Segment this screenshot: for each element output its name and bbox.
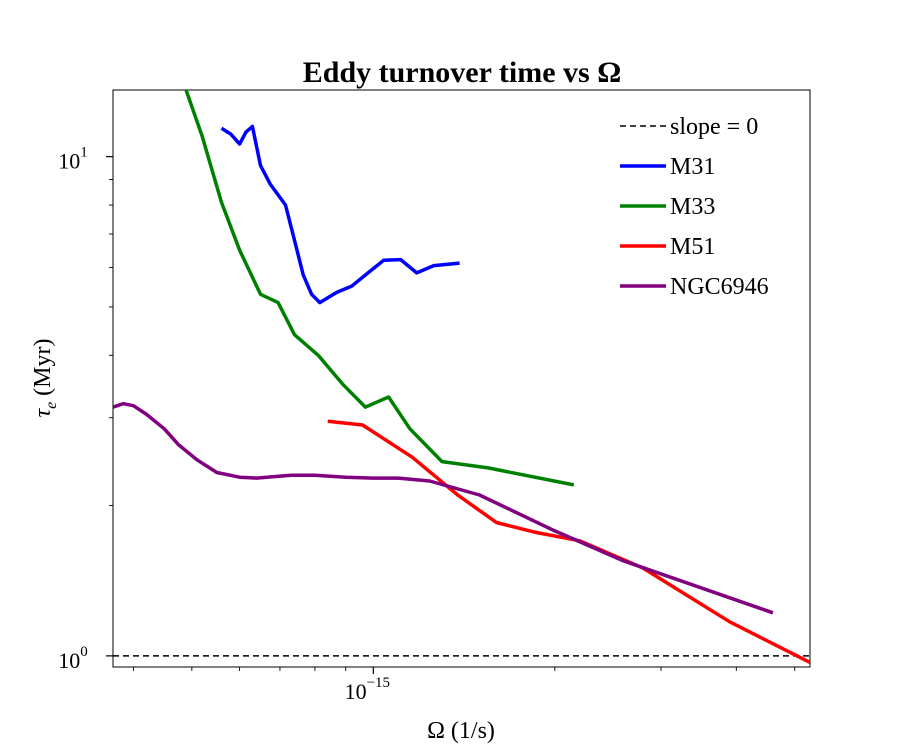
series-line-ngc6946 (113, 401, 774, 615)
legend-label-slope-0: slope = 0 (670, 114, 758, 140)
y-tick-label: 100 (58, 644, 88, 673)
legend-label-m33: M33 (670, 194, 715, 220)
x-axis-ticks: 10−15 (132, 667, 796, 704)
series-line-m33 (184, 90, 575, 487)
y-axis-label-subscript: e (43, 402, 60, 409)
legend-label-ngc6946: NGC6946 (670, 274, 769, 300)
legend-label-m51: M51 (670, 234, 715, 260)
y-axis-ticks: 100 101 (58, 145, 113, 673)
series-line-m51 (327, 419, 810, 665)
x-axis-label: Ω (1/s) (427, 718, 495, 744)
x-tick-label: 10−15 (345, 675, 390, 704)
y-axis-label: τe (Myr) (30, 338, 60, 417)
plot-frame (112, 89, 811, 668)
y-axis-label-symbol: τ (30, 408, 56, 418)
plot-area (113, 90, 810, 665)
legend-label-m31: M31 (670, 154, 715, 180)
y-axis-label-unit: (Myr) (30, 338, 56, 401)
series-line-m31 (220, 124, 460, 305)
chart-title: Eddy turnover time vs Ω (303, 56, 621, 89)
legend: slope = 0 M31 M33 M51 NGC6946 (620, 114, 769, 300)
y-tick-label: 101 (58, 145, 88, 174)
